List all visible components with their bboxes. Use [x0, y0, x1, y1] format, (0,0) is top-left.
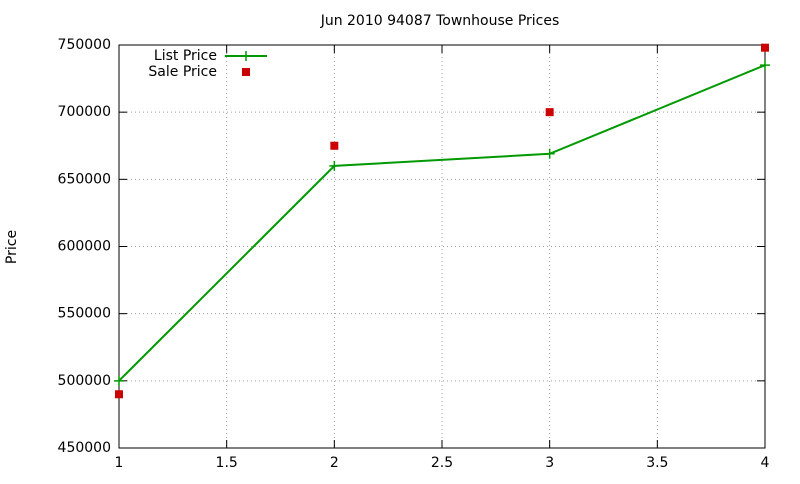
data-point	[544, 148, 555, 159]
series-line	[118, 64, 766, 382]
data-point	[330, 141, 339, 150]
x-tick-label: 4	[761, 455, 770, 471]
data-point	[329, 160, 340, 171]
data-point	[114, 375, 124, 386]
y-tick-label: 550000	[58, 306, 111, 322]
x-tick-label: 1.5	[216, 455, 238, 471]
y-tick-label: 450000	[58, 440, 111, 456]
data-point	[760, 60, 770, 71]
x-tick-label: 3	[545, 455, 554, 471]
x-tick-label: 2.5	[431, 455, 453, 471]
data-point	[761, 43, 769, 52]
y-tick-label: 600000	[58, 239, 111, 255]
y-tick-label: 650000	[58, 171, 111, 187]
data-point	[115, 390, 123, 399]
legend-label: Sale Price	[148, 64, 217, 80]
x-tick-label: 2	[330, 455, 339, 471]
y-tick-label: 750000	[58, 37, 111, 53]
x-tick-label: 1	[115, 455, 124, 471]
legend-marker	[241, 51, 251, 61]
legend-marker	[242, 68, 250, 76]
y-axis-label: Price	[4, 230, 20, 264]
y-tick-label: 700000	[58, 104, 111, 120]
chart-title: Jun 2010 94087 Townhouse Prices	[320, 13, 560, 29]
plot-frame	[118, 44, 766, 449]
y-tick-label: 500000	[58, 373, 111, 389]
x-tick-label: 3.5	[646, 455, 668, 471]
legend-label: List Price	[154, 48, 217, 64]
data-point	[545, 108, 554, 117]
